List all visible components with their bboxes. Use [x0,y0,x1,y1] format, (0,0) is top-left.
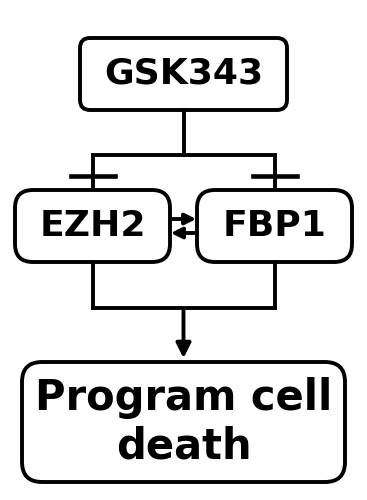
FancyBboxPatch shape [15,190,170,262]
Text: Program cell
death: Program cell death [35,376,332,468]
FancyBboxPatch shape [22,362,345,482]
Text: FBP1: FBP1 [222,209,326,243]
Text: GSK343: GSK343 [104,57,263,91]
Text: EZH2: EZH2 [39,209,146,243]
FancyBboxPatch shape [80,38,287,110]
FancyBboxPatch shape [197,190,352,262]
